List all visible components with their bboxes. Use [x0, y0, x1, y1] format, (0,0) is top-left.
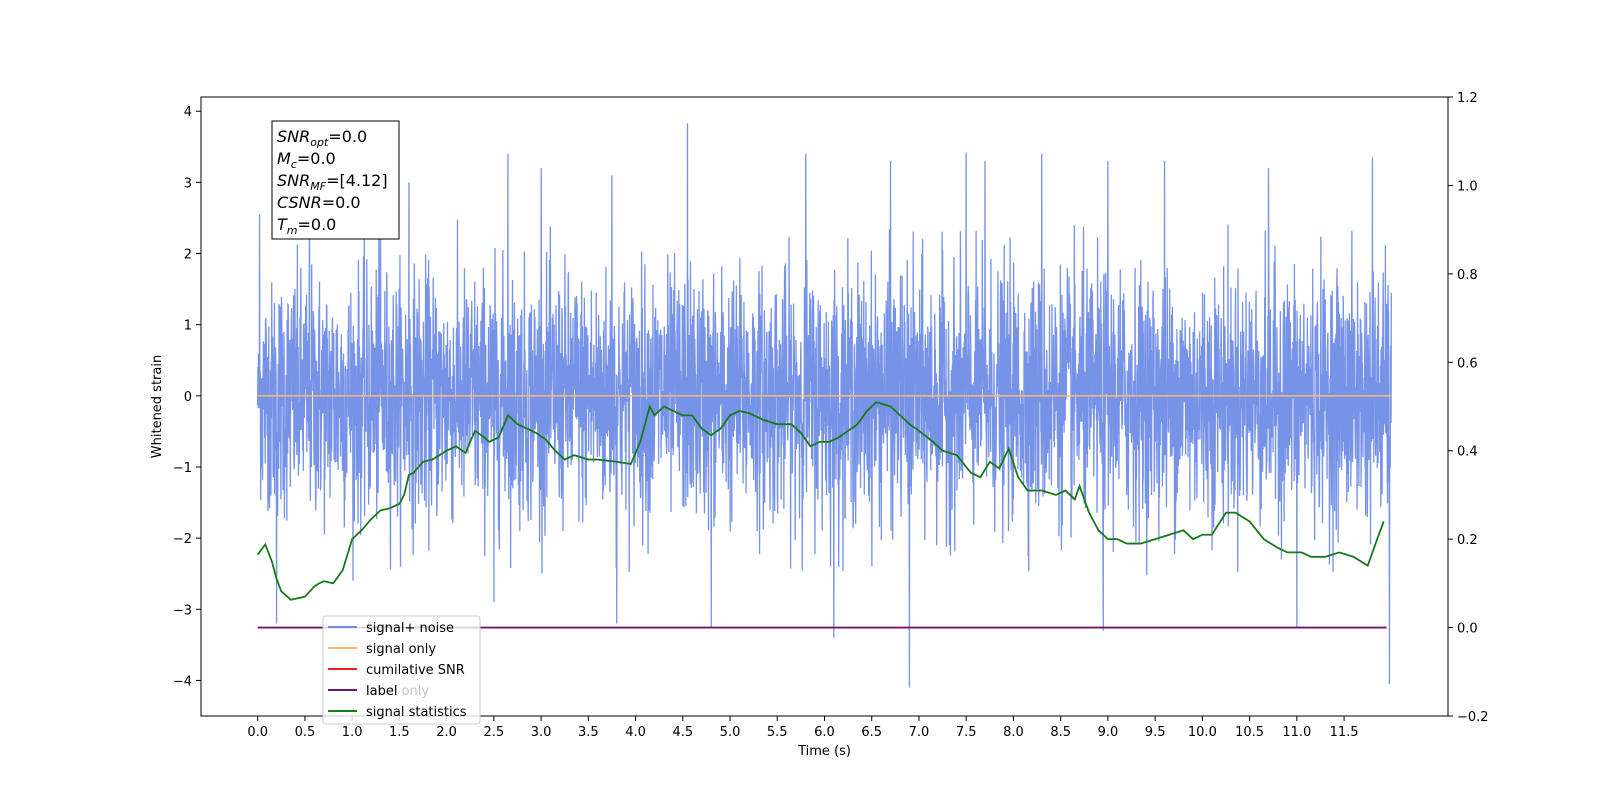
y-axis-title: Whitened strain	[150, 355, 165, 458]
series-signal-statistics-line	[256, 401, 1385, 601]
legend-label: signal statistics	[366, 705, 467, 720]
x-tick-label: 2.0	[436, 725, 457, 740]
x-tick-label: 7.5	[956, 725, 977, 740]
y2-tick-label: 0.8	[1457, 268, 1478, 283]
y-tick-label: 3	[184, 176, 192, 191]
stats-annotation-line: Tm=0.0	[277, 215, 336, 237]
x-tick-label: 2.5	[484, 725, 505, 740]
legend-label: label	[366, 684, 397, 699]
y2-tick-label: 0.4	[1457, 445, 1478, 460]
y-tick-label: −2	[173, 532, 192, 547]
x-tick-label: 9.0	[1098, 725, 1119, 740]
x-tick-label: 8.5	[1050, 725, 1071, 740]
legend-label: cumilative SNR	[366, 663, 465, 678]
x-tick-label: 0.5	[295, 725, 316, 740]
x-tick-label: 0.0	[247, 725, 268, 740]
x-tick-label: 1.0	[342, 725, 363, 740]
y2-tick-label: 0.0	[1457, 622, 1478, 637]
legend-label: signal only	[366, 642, 436, 657]
x-tick-label: 5.5	[767, 725, 788, 740]
y-tick-label: 4	[184, 105, 192, 120]
y2-tick-label: 1.0	[1457, 179, 1478, 194]
stats-annotation-line: Mc=0.0	[277, 149, 336, 171]
x-tick-label: 4.0	[625, 725, 646, 740]
y-tick-label: −1	[173, 461, 192, 476]
x-tick-label: 6.0	[814, 725, 835, 740]
x-tick-label: 3.5	[578, 725, 599, 740]
x-tick-label: 10.0	[1188, 725, 1217, 740]
y-tick-label: −3	[173, 603, 192, 618]
x-tick-label: 6.5	[861, 725, 882, 740]
x-axis-title: Time (s)	[797, 744, 851, 759]
stats-annotation-line: CSNR=0.0	[277, 193, 361, 212]
stats-annotation-line: SNRMF=[4.12]	[277, 171, 388, 193]
x-tick-label: 4.5	[672, 725, 693, 740]
y-tick-label: 2	[184, 248, 192, 263]
stats-annotation-line: SNRopt=0.0	[277, 127, 367, 149]
y-tick-label: 0	[184, 390, 192, 405]
x-tick-label: 11.0	[1282, 725, 1311, 740]
y-tick-label: −4	[173, 674, 192, 689]
x-tick-label: 1.5	[389, 725, 410, 740]
x-tick-label: 5.0	[720, 725, 741, 740]
x-tick-label: 3.0	[531, 725, 552, 740]
y-tick-label: 1	[184, 319, 192, 334]
legend-label: signal+ noise	[366, 621, 454, 636]
stats-annotation-box	[271, 120, 400, 240]
legend-label-overlap: label only	[366, 684, 429, 699]
legend-box	[322, 615, 481, 725]
x-tick-label: 7.0	[909, 725, 930, 740]
y2-tick-label: −0.2	[1457, 710, 1489, 725]
x-tick-label: 10.5	[1235, 725, 1264, 740]
y2-tick-label: 0.6	[1457, 356, 1478, 371]
x-tick-label: 11.5	[1330, 725, 1359, 740]
x-tick-label: 9.5	[1145, 725, 1166, 740]
y2-tick-label: 0.2	[1457, 533, 1478, 548]
y2-tick-label: 1.2	[1457, 91, 1478, 106]
series-signal-noise-line	[257, 123, 1392, 688]
x-tick-label: 8.0	[1003, 725, 1024, 740]
